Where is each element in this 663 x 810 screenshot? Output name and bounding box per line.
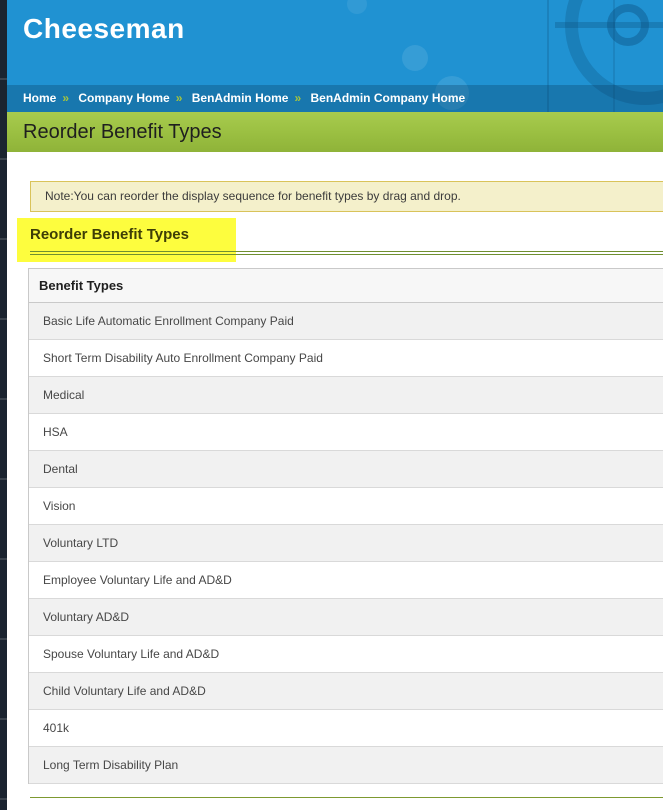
breadcrumb-link[interactable]: Home — [23, 91, 57, 105]
table-row-label: Short Term Disability Auto Enrollment Co… — [43, 351, 323, 365]
bubble-decoration — [402, 45, 428, 71]
section-heading: Reorder Benefit Types — [30, 226, 189, 243]
vertical-line-decoration — [547, 0, 549, 112]
breadcrumb-link[interactable]: BenAdmin Home — [191, 91, 289, 105]
benefit-types-table: Benefit Types Basic Life Automatic Enrol… — [28, 268, 663, 784]
table-row-label: 401k — [43, 721, 70, 735]
breadcrumb-link[interactable]: Company Home — [78, 91, 170, 105]
breadcrumb-link[interactable]: BenAdmin Company Home — [310, 91, 466, 105]
table-row[interactable]: Child Voluntary Life and AD&D — [29, 673, 663, 710]
table-row-label: Basic Life Automatic Enrollment Company … — [43, 314, 294, 328]
bubble-decoration — [347, 0, 367, 14]
breadcrumb: Home » Company Home » BenAdmin Home » BenAd… — [7, 85, 663, 112]
table-row-label: Child Voluntary Life and AD&D — [43, 684, 206, 698]
brand-logo[interactable]: Cheeseman — [23, 13, 185, 44]
table-row[interactable]: Spouse Voluntary Life and AD&D — [29, 636, 663, 673]
table-row[interactable]: Basic Life Automatic Enrollment Company … — [29, 303, 663, 340]
table-row-label: Dental — [43, 462, 78, 476]
table-row[interactable]: Medical — [29, 377, 663, 414]
table-row[interactable]: Dental — [29, 451, 663, 488]
table-row[interactable]: Voluntary LTD — [29, 525, 663, 562]
note-banner: Note:You can reorder the display sequenc… — [30, 181, 663, 212]
page-title: Reorder Benefit Types — [23, 121, 222, 143]
table-row-label: Voluntary LTD — [43, 536, 119, 550]
table-row-label: Employee Voluntary Life and AD&D — [43, 573, 232, 587]
table-row[interactable]: 401k — [29, 710, 663, 747]
table-row-label: Vision — [43, 499, 76, 513]
table-row-label: Voluntary AD&D — [43, 610, 130, 624]
table-row[interactable]: Vision — [29, 488, 663, 525]
vertical-line-decoration — [613, 0, 615, 112]
bubble-decoration — [435, 76, 469, 110]
breadcrumb-separator: » — [62, 91, 70, 105]
table-row[interactable]: Short Term Disability Auto Enrollment Co… — [29, 340, 663, 377]
table-row-label: Medical — [43, 388, 85, 402]
window-edge-strip — [0, 0, 7, 810]
donut-ring-icon — [607, 4, 649, 46]
page-title-bar: Reorder Benefit Types — [7, 112, 663, 152]
table-row[interactable]: Long Term Disability Plan — [29, 747, 663, 784]
table-row-label: Long Term Disability Plan — [43, 758, 179, 772]
breadcrumb-separator: » — [175, 91, 183, 105]
footer-divider — [30, 797, 663, 798]
section-divider — [30, 251, 663, 255]
table-row[interactable]: Employee Voluntary Life and AD&D — [29, 562, 663, 599]
breadcrumb-separator: » — [294, 91, 302, 105]
table-body: Basic Life Automatic Enrollment Company … — [29, 303, 663, 784]
table-row[interactable]: HSA — [29, 414, 663, 451]
note-text: Note:You can reorder the display sequenc… — [45, 189, 461, 203]
app-header: Cheeseman Home » Company Home » BenAdmin H… — [7, 0, 663, 112]
table-row-label: Spouse Voluntary Life and AD&D — [43, 647, 220, 661]
table-row[interactable]: Voluntary AD&D — [29, 599, 663, 636]
table-row-label: HSA — [43, 425, 68, 439]
table-header: Benefit Types — [29, 269, 663, 303]
